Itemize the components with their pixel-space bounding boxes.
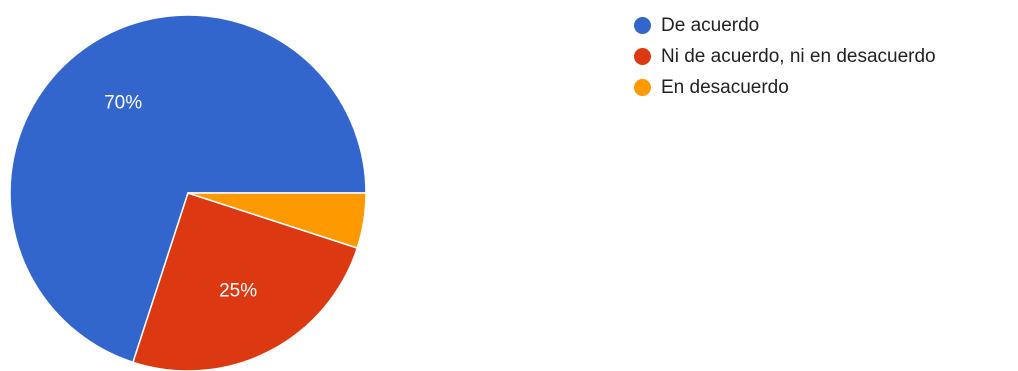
pie-chart: 70% 25%	[9, 14, 367, 371]
legend-swatch-en-desacuerdo	[634, 79, 651, 96]
legend-label-en-desacuerdo: En desacuerdo	[661, 76, 789, 98]
slice-label-de-acuerdo: 70%	[104, 93, 142, 114]
pie-slice-labels: 70% 25%	[104, 93, 257, 302]
legend-swatch-ni-de-acuerdo	[634, 48, 651, 65]
legend: De acuerdo Ni de acuerdo, ni en desacuer…	[634, 10, 936, 103]
legend-item-de-acuerdo[interactable]: De acuerdo	[634, 10, 936, 41]
pie-slice-de-acuerdo[interactable]	[9, 14, 367, 364]
legend-item-en-desacuerdo[interactable]: En desacuerdo	[634, 72, 936, 103]
pie-slices	[9, 14, 367, 371]
pie-slice-ni-de-acuerdo[interactable]	[132, 192, 359, 371]
pie-slice-en-desacuerdo[interactable]	[187, 192, 367, 249]
legend-item-ni-de-acuerdo[interactable]: Ni de acuerdo, ni en desacuerdo	[634, 41, 936, 72]
legend-label-ni-de-acuerdo: Ni de acuerdo, ni en desacuerdo	[661, 45, 936, 67]
legend-swatch-de-acuerdo	[634, 17, 651, 34]
legend-label-de-acuerdo: De acuerdo	[661, 14, 760, 36]
slice-label-ni-de-acuerdo: 25%	[219, 280, 257, 301]
